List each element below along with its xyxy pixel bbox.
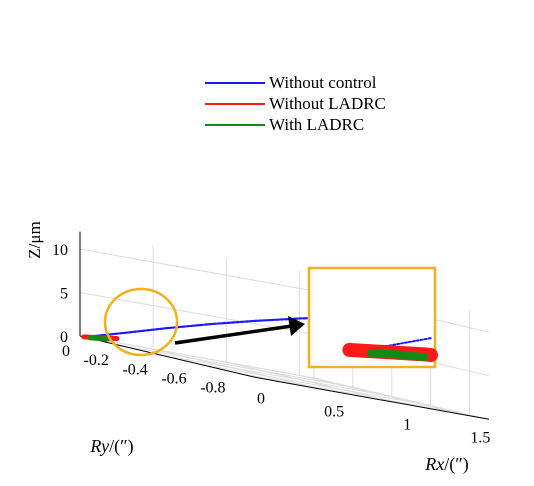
grid-line <box>235 372 470 416</box>
grid-line <box>299 374 475 418</box>
legend-label: With LADRC <box>269 115 364 134</box>
highlight-circle <box>103 287 179 357</box>
x-tick-label: 0.5 <box>324 403 344 420</box>
y-tick-label: -0.4 <box>122 361 147 378</box>
legend-label: Without control <box>269 73 377 92</box>
grid-line <box>313 377 490 420</box>
x-axis-title: Rx/(″) <box>424 454 468 475</box>
z-axis-title: Z/μm <box>25 221 44 258</box>
grid-line <box>157 353 392 397</box>
z-tick-label: 5 <box>60 286 68 303</box>
x-axis-line <box>254 376 490 420</box>
x-axis-title-unit: /(″) <box>444 454 469 475</box>
legend: Without control Without LADRC With LADRC <box>205 73 386 134</box>
y-axis-title-unit: /(″) <box>109 436 134 457</box>
grid-line <box>79 248 315 292</box>
y-tick-label: -0.6 <box>161 371 186 388</box>
grid-line <box>79 335 315 379</box>
y-tick-label: -0.8 <box>200 380 225 397</box>
x-tick-label: 1 <box>403 417 411 434</box>
y-axis-title-var: Ry <box>89 436 109 456</box>
inset-series-layer <box>342 337 438 363</box>
x-tick-label: 0 <box>257 390 265 407</box>
chart-axes <box>79 231 490 420</box>
x-axis-title-var: Rx <box>424 454 444 474</box>
grid-line <box>226 361 402 405</box>
z-tick-label: 0 <box>60 329 68 346</box>
legend-label: Without LADRC <box>269 94 386 113</box>
grid-line <box>153 348 329 391</box>
tick-labels: 0 5 10 0 -0.2 -0.4 -0.6 -0.8 0 0.5 1 1.5 <box>52 242 490 447</box>
y-tick-label: -0.2 <box>84 352 109 369</box>
zoom-inset <box>307 266 438 369</box>
pointer-arrow <box>174 316 305 345</box>
series-line <box>88 335 110 342</box>
x-tick-label: 1.5 <box>470 430 490 447</box>
y-axis-line <box>79 335 256 378</box>
inset-series-line <box>367 349 429 362</box>
y-tick-label: 0 <box>62 343 70 360</box>
y-axis-title: Ry/(″) <box>89 436 133 457</box>
z-tick-label: 10 <box>52 242 68 259</box>
grid-line <box>196 363 431 407</box>
